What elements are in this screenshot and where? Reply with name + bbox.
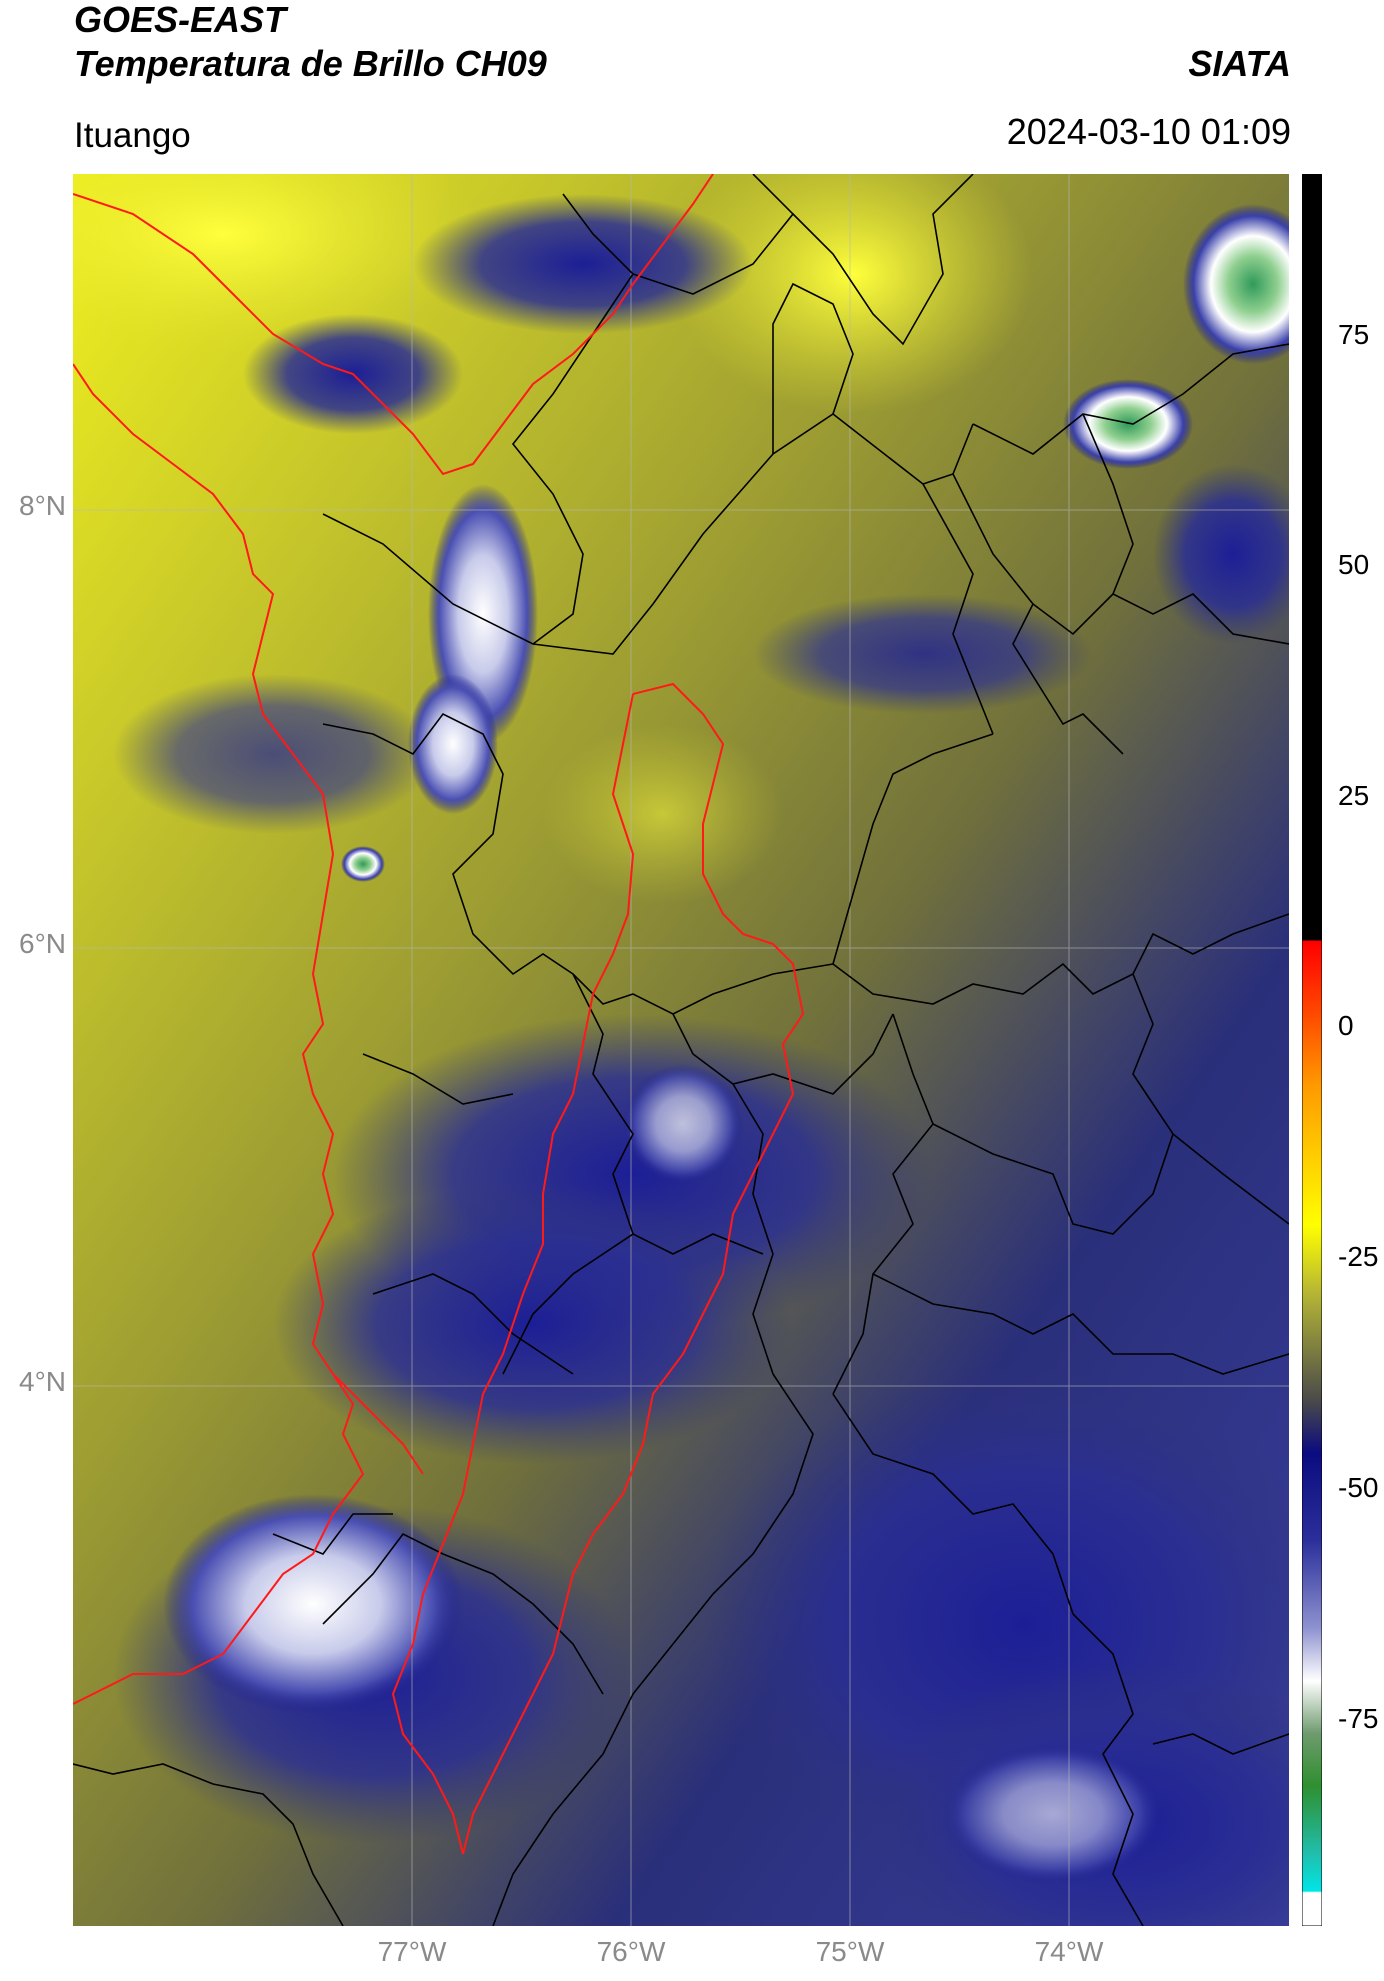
- cold-cloud-top-north-lower: [408, 674, 498, 814]
- location-label: Ituango: [74, 116, 191, 155]
- datetime-label: 2024-03-10 01:09: [1006, 111, 1291, 152]
- colorbar-tick-minus-50: -50: [1338, 1472, 1379, 1503]
- longitude-label-75w: 75°W: [815, 1936, 885, 1967]
- title-line2: Temperatura de Brillo CH09: [74, 43, 547, 84]
- graticule: [73, 174, 1289, 1926]
- colorbar-tick-25: 25: [1338, 780, 1370, 811]
- longitude-label-77w: 77°W: [377, 1936, 447, 1967]
- cold-cloud-top-east: [1063, 379, 1193, 469]
- colorbar-tick-50: 50: [1338, 549, 1370, 580]
- cold-cloud-top-center: [623, 1064, 743, 1184]
- cloud-band-north: [413, 194, 753, 334]
- department-boundaries: [73, 174, 1289, 1926]
- cold-cloud-cell-west: [341, 846, 385, 882]
- cloud-band-east: [753, 594, 1093, 714]
- colorbar-tick-0: 0: [1338, 1010, 1354, 1041]
- cold-cloud-top-south-west: [163, 1494, 463, 1714]
- coastline-and-basin-boundary: [73, 174, 805, 1855]
- warm-area-center: [543, 724, 783, 904]
- satellite-map: [73, 174, 1289, 1926]
- longitude-label-76w: 76°W: [596, 1936, 666, 1967]
- cloud-band-west: [113, 674, 433, 834]
- cold-cloud-top-south-east: [943, 1744, 1163, 1884]
- organization-label: SIATA: [1188, 43, 1291, 84]
- colorbar-tick-minus-75: -75: [1338, 1703, 1379, 1734]
- colorbar-tick-75: 75: [1338, 319, 1370, 350]
- cloud-band-center-south: [273, 1184, 793, 1464]
- cloud-band-far-east: [1153, 464, 1289, 644]
- warm-area-north: [673, 174, 1033, 414]
- latitude-label-8n: 8°N: [19, 490, 66, 521]
- temperature-colorbar: [1302, 174, 1322, 1926]
- title-line1: GOES-EAST: [74, 0, 287, 40]
- colorbar-gradient: [1302, 174, 1322, 1926]
- colorbar-tick-minus-25: -25: [1338, 1241, 1379, 1272]
- latitude-label-4n: 4°N: [19, 1366, 66, 1397]
- latitude-label-6n: 6°N: [19, 928, 66, 959]
- longitude-label-74w: 74°W: [1034, 1936, 1104, 1967]
- warm-area-north-west: [73, 174, 483, 354]
- coldest-cloud-top-north-east: [1183, 204, 1289, 364]
